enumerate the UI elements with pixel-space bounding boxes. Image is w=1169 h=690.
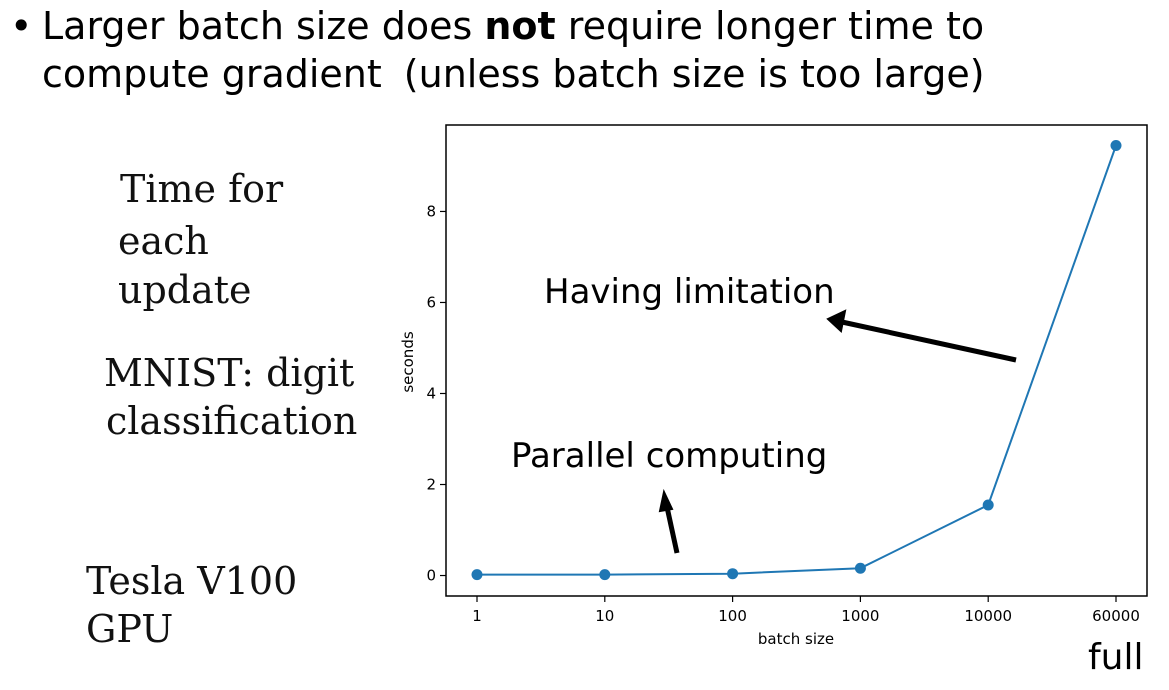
gpu-label-line-2: GPU: [86, 607, 174, 651]
heading-text-d: (unless batch size is too large): [403, 52, 985, 96]
time-label-line-2: each: [118, 219, 209, 263]
bullet-dot: •: [10, 4, 33, 48]
data-point: [727, 568, 739, 580]
data-point: [982, 499, 994, 511]
x-tick-label: 10: [595, 607, 614, 625]
data-point: [854, 562, 866, 574]
series-line: [477, 145, 1117, 576]
heading-text-b: require longer time to: [555, 4, 985, 48]
y-tick-label: 4: [426, 384, 436, 402]
data-point: [599, 569, 611, 581]
x-tick-label: 60000: [1092, 607, 1140, 625]
time-label-line-1: Time for: [120, 167, 284, 211]
mnist-label-line-2: classification: [106, 399, 358, 443]
x-tick-label: 100: [718, 607, 747, 625]
parallel-computing-annotation: Parallel computing: [511, 436, 828, 476]
y-axis-label: seconds: [399, 331, 417, 392]
time-label-line-3: update: [118, 268, 252, 312]
y-tick-label: 2: [426, 476, 436, 494]
y-tick-label: 8: [426, 202, 436, 220]
full-annotation: full: [1088, 637, 1144, 678]
gpu-label-line-1: Tesla V100: [86, 559, 298, 603]
x-tick-label: 10000: [964, 607, 1012, 625]
heading-line-1: • Larger batch size does not require long…: [10, 2, 984, 50]
parallel-arrow-head: [658, 488, 674, 513]
x-tick-label: 1: [472, 607, 482, 625]
mnist-label-line-1: MNIST: digit: [104, 351, 355, 395]
heading-bold-not: not: [484, 4, 556, 48]
y-tick-label: 6: [426, 293, 436, 311]
data-point: [471, 569, 483, 581]
plot-frame: [445, 124, 1148, 597]
x-tick-label: 1000: [841, 607, 879, 625]
heading-line-2: compute gradient (unless batch size is to…: [42, 50, 985, 98]
y-tick-label: 0: [426, 567, 436, 585]
x-axis-label: batch size: [758, 630, 834, 648]
parallel-arrow-shaft: [664, 506, 680, 554]
heading-text-a: Larger batch size does: [42, 4, 485, 48]
limitation-arrow-head: [826, 309, 847, 333]
having-limitation-annotation: Having limitation: [544, 272, 835, 312]
y-axis-ticks: 0 2 4 6 8: [426, 202, 446, 585]
x-axis-ticks: 1 10 100 1000 10000 60000: [472, 596, 1140, 625]
data-point: [1110, 139, 1122, 151]
series-points: [471, 139, 1122, 581]
limitation-arrow-shaft: [841, 319, 1017, 363]
heading-text-c: compute gradient: [42, 52, 382, 96]
